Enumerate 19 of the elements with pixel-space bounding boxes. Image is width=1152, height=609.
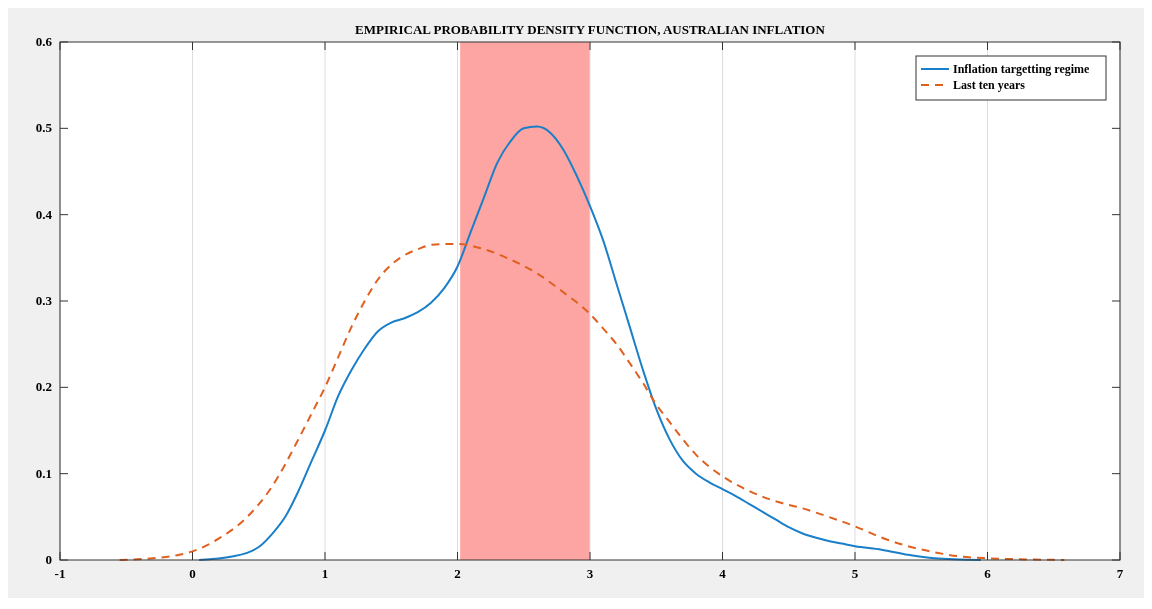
y-tick-label: 0.2: [35, 379, 52, 395]
legend-label: Last ten years: [953, 78, 1026, 92]
x-tick-label: 0: [189, 566, 196, 581]
legend-label: Inflation targetting regime: [953, 62, 1091, 76]
y-tick-label: 0.5: [35, 120, 53, 136]
x-tick-label: 1: [321, 566, 329, 581]
y-tick-label: 0.1: [35, 465, 52, 481]
y-tick-label: 0.4: [35, 206, 53, 222]
x-tick-label: 2: [454, 566, 461, 581]
x-tick-label: 4: [719, 566, 727, 581]
x-tick-label: 3: [586, 566, 594, 581]
x-tick-label: 7: [1116, 566, 1124, 581]
y-tick-label: 0: [45, 552, 52, 567]
x-tick-label: -1: [54, 566, 66, 581]
y-tick-label: 0.6: [35, 34, 53, 49]
x-tick-label: 5: [851, 566, 859, 581]
chart-title: EMPIRICAL PROBABILITY DENSITY FUNCTION, AUSTRALIAN INFLATION: [355, 22, 826, 37]
y-tick-label: 0.3: [35, 293, 53, 308]
x-tick-label: 6: [984, 566, 992, 581]
